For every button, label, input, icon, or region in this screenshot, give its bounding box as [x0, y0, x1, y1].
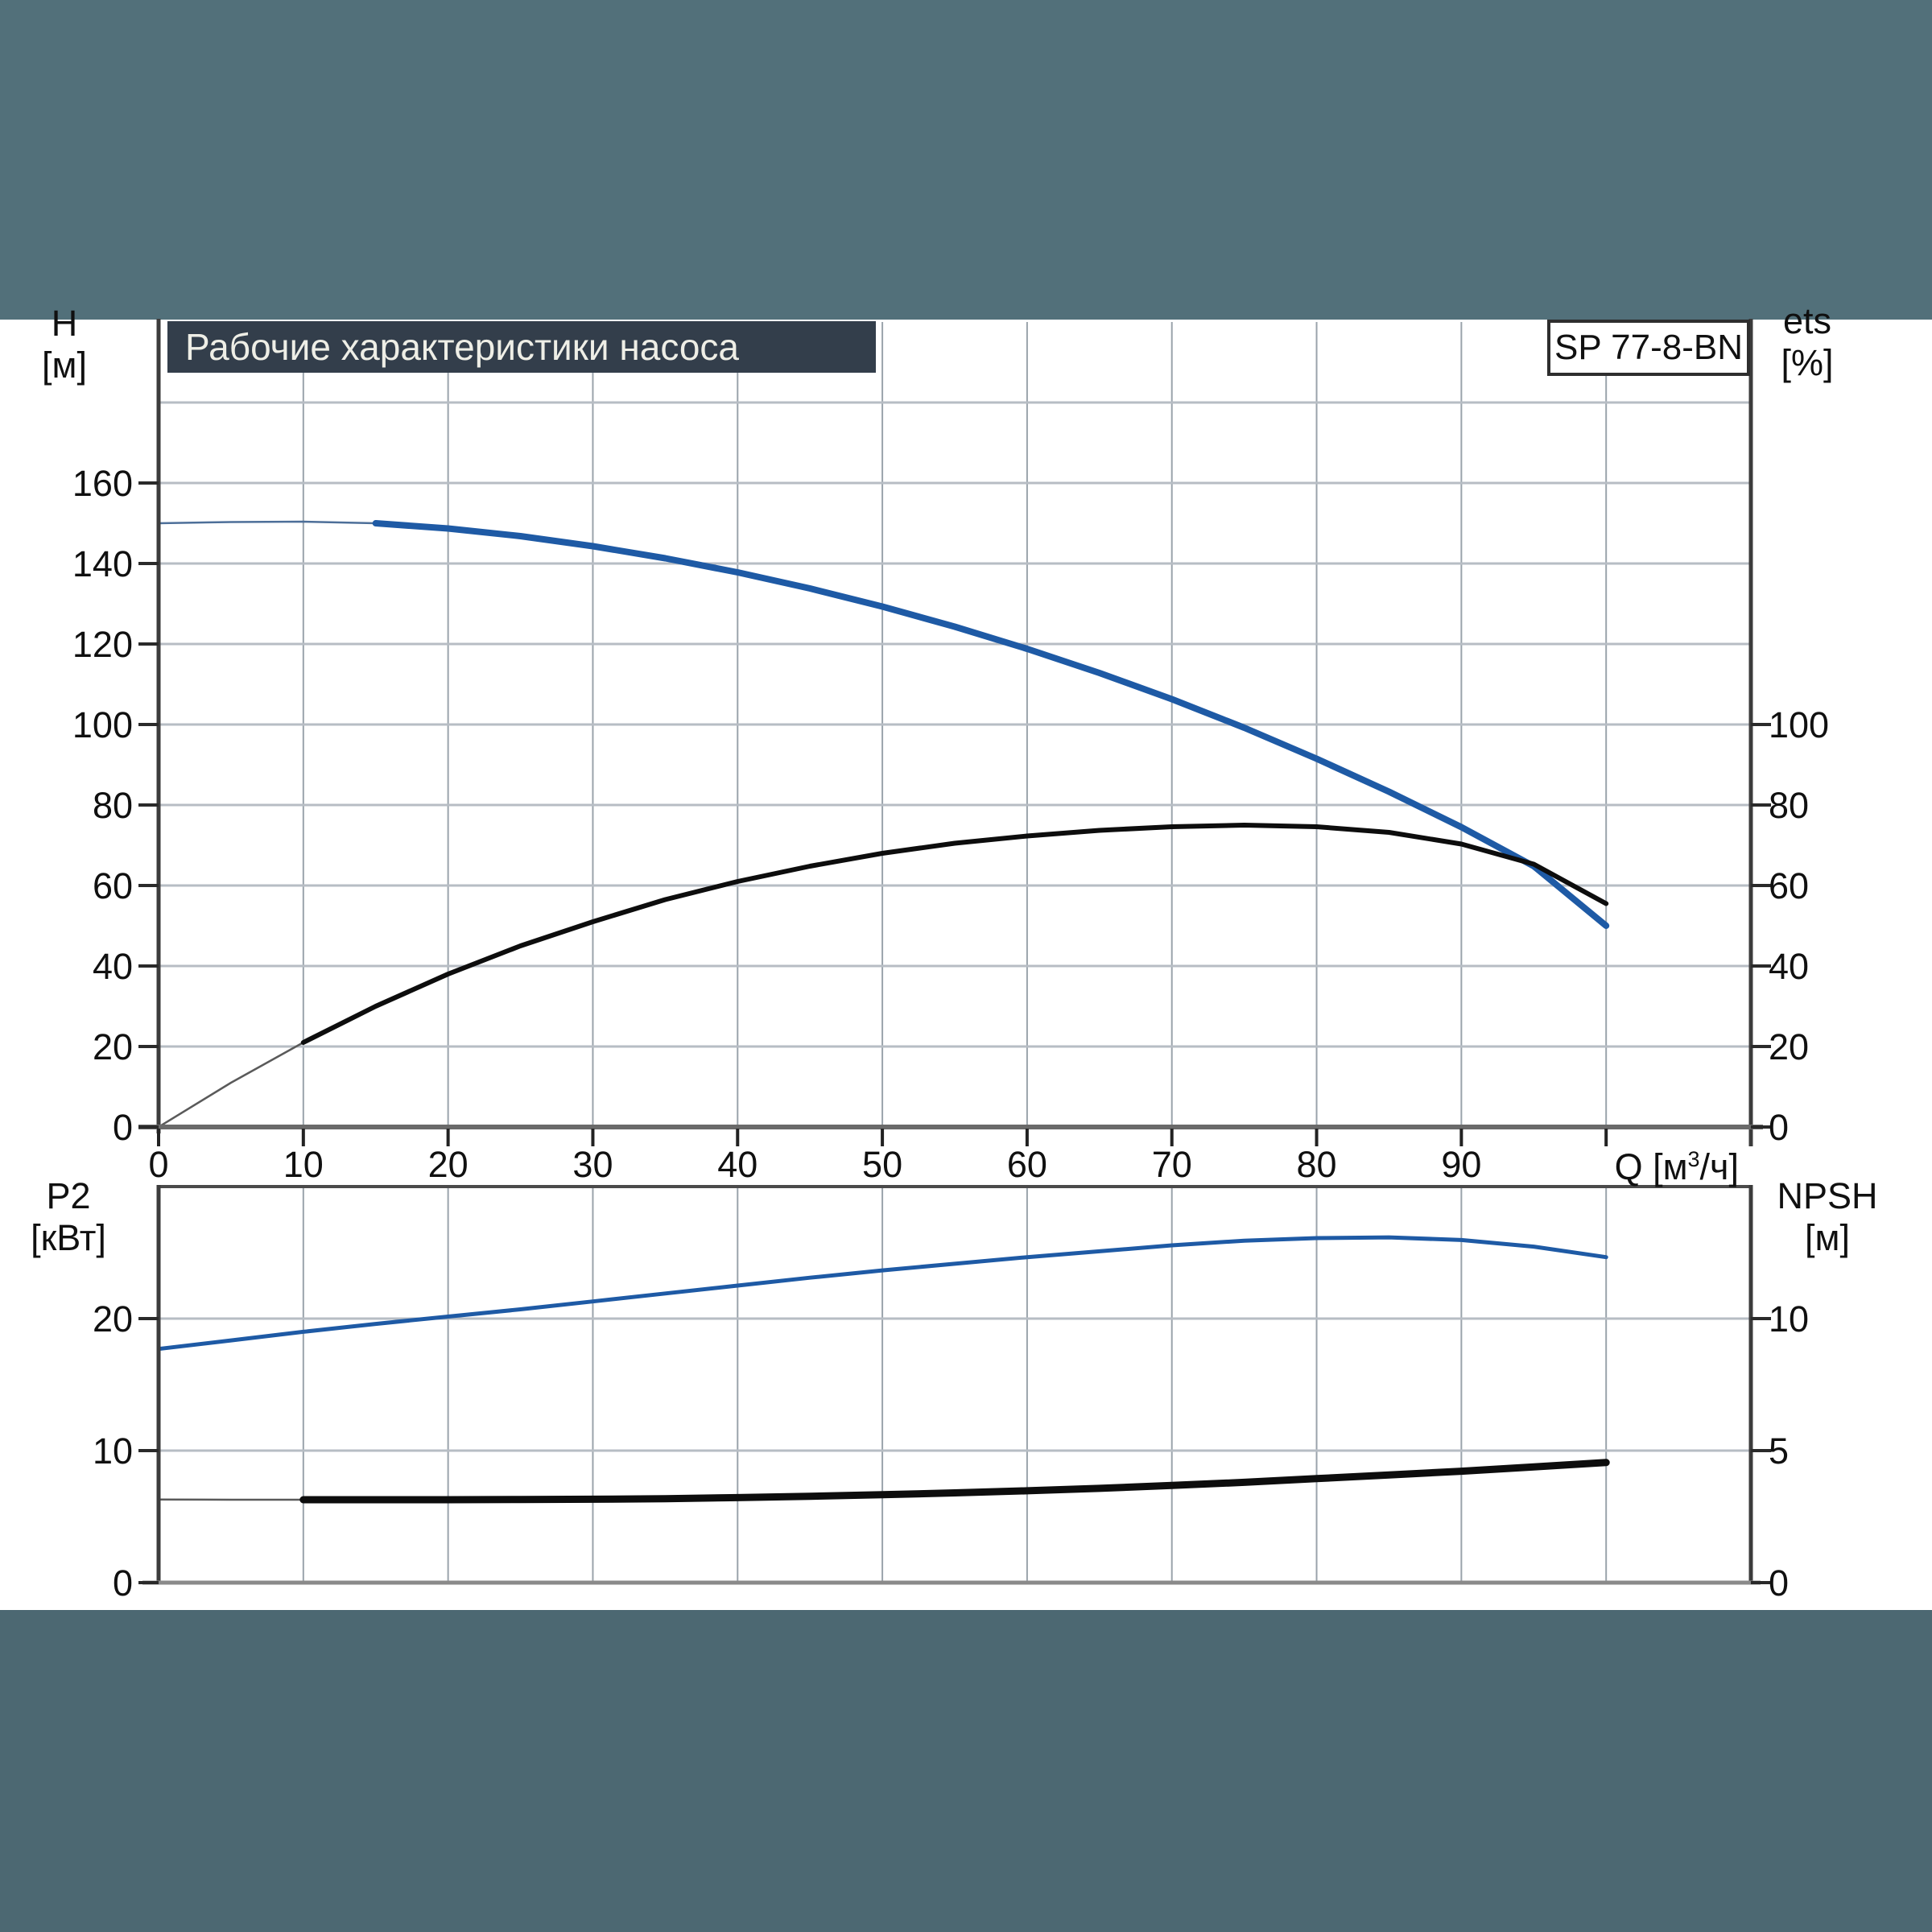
- ets-axis-unit: [%]: [1759, 342, 1856, 384]
- pump-performance-page: { "page": { "top_band_color": "#52707a",…: [0, 0, 1932, 1932]
- pump-curves-chart: 0204060801001201401600204060801000102030…: [0, 0, 1932, 1932]
- p2-axis-name: P2: [8, 1175, 129, 1217]
- h-axis-tick-label: 0: [113, 1107, 133, 1148]
- npsh-axis-tick-label: 5: [1769, 1430, 1789, 1472]
- h-axis-unit: [м]: [16, 345, 113, 386]
- ets-axis-tick-label: 0: [1769, 1107, 1789, 1148]
- p2-axis-unit: [кВт]: [8, 1217, 129, 1259]
- npsh-axis-title: NPSH [м]: [1759, 1175, 1896, 1259]
- h-axis-tick-label: 120: [72, 624, 133, 665]
- h-axis-tick-label: 140: [72, 543, 133, 584]
- npsh-axis-name: NPSH: [1759, 1175, 1896, 1217]
- p2-axis-tick-label: 0: [113, 1563, 133, 1604]
- q-axis-tick-label: 10: [283, 1144, 324, 1185]
- h-axis-tick-label: 60: [93, 865, 133, 906]
- q-axis-title: Q [м3/ч]: [1521, 1146, 1739, 1188]
- ets-axis-tick-label: 20: [1769, 1026, 1809, 1067]
- pump-model-box: SP 77-8-BN: [1547, 320, 1750, 376]
- q-axis-tick-label: 40: [717, 1144, 758, 1185]
- q-axis-tick-label: 70: [1152, 1144, 1192, 1185]
- head-curve-thin: [159, 522, 376, 523]
- h-axis-tick-label: 20: [93, 1026, 133, 1067]
- ets-axis-title: ets [%]: [1759, 300, 1856, 384]
- h-axis-tick-label: 80: [93, 785, 133, 826]
- ets-axis-tick-label: 80: [1769, 785, 1809, 826]
- npsh-axis-tick-label: 10: [1769, 1298, 1809, 1340]
- q-axis-tick-label: 0: [148, 1144, 168, 1185]
- q-axis-tick-label: 50: [862, 1144, 902, 1185]
- h-axis-tick-label: 160: [72, 463, 133, 504]
- pump-model-label: SP 77-8-BN: [1554, 328, 1743, 367]
- ets-axis-tick-label: 60: [1769, 865, 1809, 906]
- h-axis-title: H [м]: [16, 303, 113, 386]
- chart-title-bar: Рабочие характеристики насоса: [167, 321, 876, 373]
- npsh-curve: [303, 1463, 1606, 1500]
- ets-axis-name: ets: [1759, 300, 1856, 342]
- npsh-axis-tick-label: 0: [1769, 1563, 1789, 1604]
- q-axis-tick-label: 90: [1441, 1144, 1481, 1185]
- npsh-axis-unit: [м]: [1759, 1217, 1896, 1259]
- ets-axis-tick-label: 40: [1769, 946, 1809, 987]
- h-axis-tick-label: 40: [93, 946, 133, 987]
- h-axis-tick-label: 100: [72, 704, 133, 745]
- efficiency-curve: [303, 825, 1606, 1042]
- chart-title: Рабочие характеристики насоса: [185, 326, 739, 368]
- q-axis-tick-label: 20: [428, 1144, 469, 1185]
- p2-axis-tick-label: 20: [93, 1298, 133, 1340]
- ets-axis-tick-label: 100: [1769, 704, 1829, 745]
- p2-axis-tick-label: 10: [93, 1430, 133, 1472]
- q-axis-tick-label: 60: [1007, 1144, 1047, 1185]
- h-axis-name: H: [16, 303, 113, 345]
- q-axis-tick-label: 30: [572, 1144, 613, 1185]
- efficiency-curve-thin: [159, 1042, 303, 1127]
- q-axis-tick-label: 80: [1297, 1144, 1337, 1185]
- p2-axis-title: P2 [кВт]: [8, 1175, 129, 1259]
